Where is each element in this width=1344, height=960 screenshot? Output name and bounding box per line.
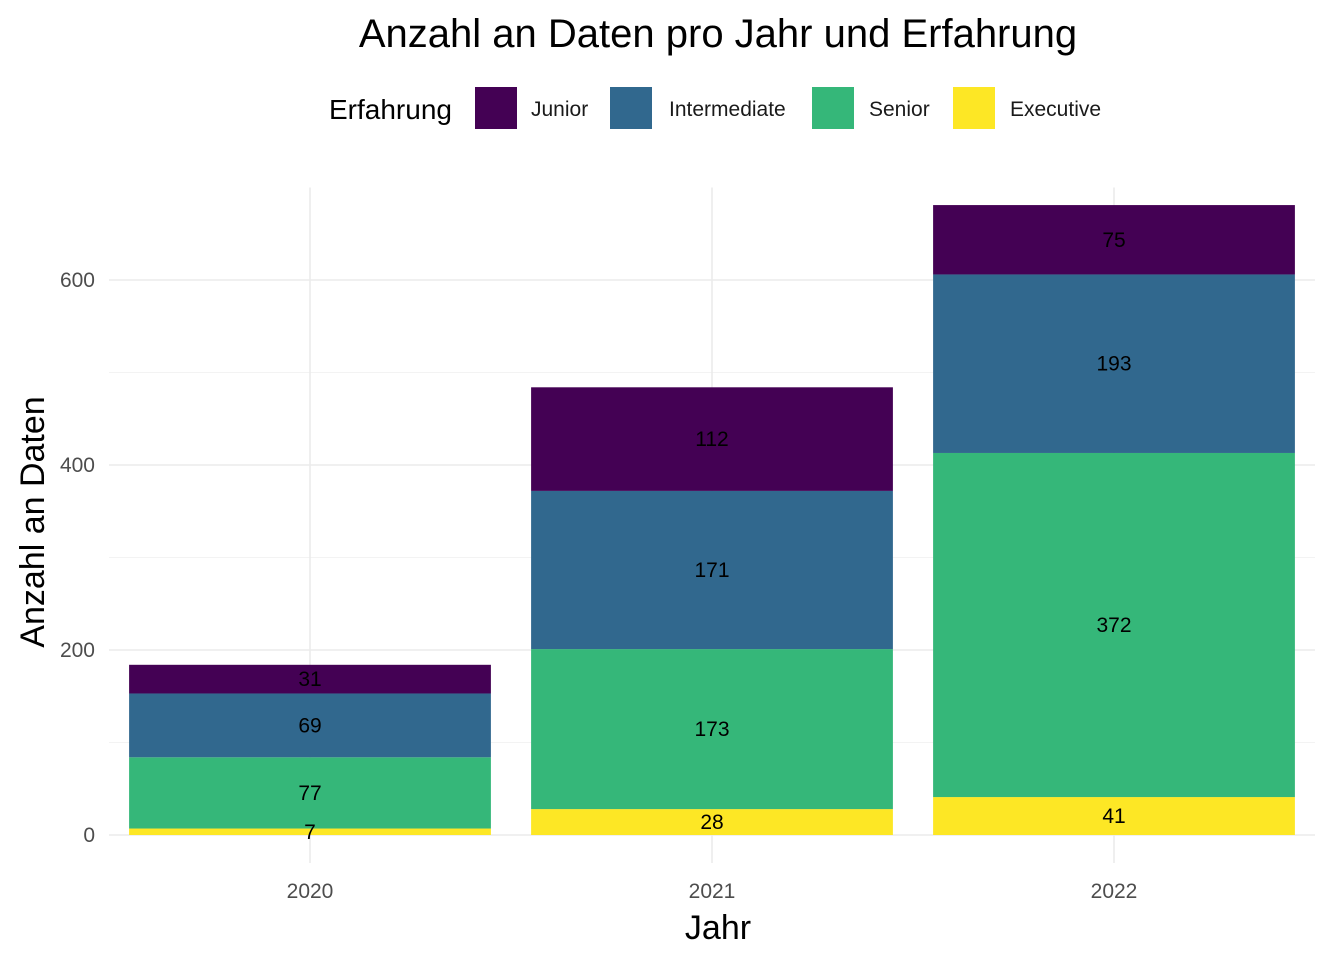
legend-label: Senior — [869, 98, 930, 121]
legend-label: Junior — [531, 98, 588, 121]
data-label: 7 — [304, 821, 316, 844]
data-label: 112 — [695, 428, 728, 451]
bar-segment — [531, 809, 893, 835]
data-label: 193 — [1096, 353, 1131, 376]
legend-label: Executive — [1010, 98, 1101, 121]
y-tick-label: 200 — [60, 639, 95, 662]
x-axis-title: Jahr — [685, 909, 751, 947]
data-label: 173 — [694, 718, 729, 741]
bar-segment — [129, 693, 491, 758]
data-label: 41 — [1102, 805, 1125, 828]
legend-title: Erfahrung — [329, 94, 452, 125]
y-tick-label: 0 — [83, 824, 95, 847]
bar-segment — [129, 828, 491, 835]
data-label: 171 — [694, 559, 729, 582]
bar-segment — [933, 274, 1295, 453]
bar-segment — [933, 205, 1295, 275]
legend-swatch — [475, 87, 517, 129]
bar-segment — [129, 757, 491, 829]
bar-segment — [933, 797, 1295, 835]
data-label: 69 — [298, 714, 321, 737]
legend-swatch — [812, 87, 854, 129]
y-axis-ticks: 0 200 400 600 — [60, 269, 95, 847]
legend-swatch — [953, 87, 995, 129]
data-label: 77 — [298, 782, 321, 805]
x-tick-label: 2020 — [287, 880, 334, 903]
plot-bars: 7 28 41 77 173 372 69 171 193 31 112 75 — [129, 205, 1295, 844]
legend-label: Intermediate — [669, 98, 786, 121]
data-label: 31 — [298, 668, 321, 691]
data-label: 28 — [700, 811, 723, 834]
legend-swatch — [610, 87, 652, 129]
y-axis-title: Anzahl an Daten — [14, 396, 52, 647]
bar-segment — [933, 452, 1295, 798]
chart-title: Anzahl an Daten pro Jahr und Erfahrung — [359, 12, 1077, 56]
y-tick-label: 400 — [60, 454, 95, 477]
data-label: 372 — [1096, 614, 1131, 637]
legend: Erfahrung Junior Intermediate Senior Execut… — [329, 87, 1101, 129]
bar-segment — [129, 664, 491, 694]
bar-segment — [531, 387, 893, 491]
bar-segment — [531, 649, 893, 810]
data-label: 75 — [1102, 229, 1125, 252]
bar-segment — [531, 490, 893, 650]
x-tick-label: 2021 — [689, 880, 736, 903]
y-tick-label: 600 — [60, 269, 95, 292]
x-tick-label: 2022 — [1091, 880, 1138, 903]
x-axis-ticks: 2020 2021 2022 — [287, 880, 1138, 903]
